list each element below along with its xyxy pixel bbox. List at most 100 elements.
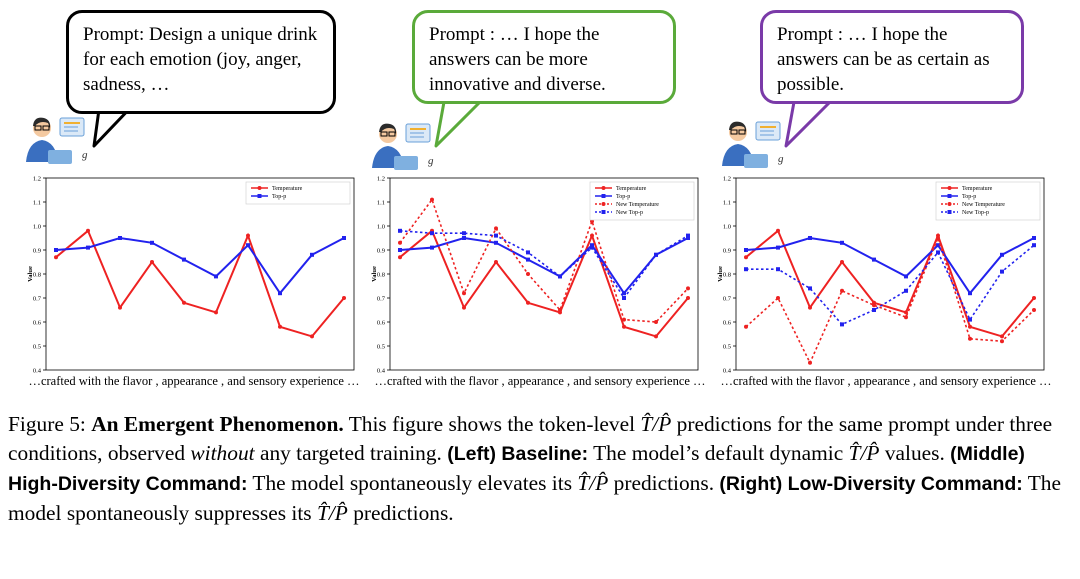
series-line-top-p — [399, 236, 689, 295]
y-tick-label: 0.7 — [723, 296, 732, 303]
data-point — [1000, 339, 1004, 344]
data-point — [622, 291, 626, 296]
series-line-new-top-p — [399, 230, 689, 300]
data-point — [86, 228, 90, 233]
data-point — [968, 336, 972, 341]
y-tick-label: 1.1 — [33, 200, 41, 207]
data-point — [744, 248, 748, 252]
caption-right-label: (Right) Low-Diversity Command: — [719, 473, 1023, 495]
legend-label: Temperature — [616, 186, 647, 192]
y-tick-label: 0.4 — [33, 368, 42, 375]
data-point — [872, 257, 876, 262]
chart-high-diversity-svg: 0.4 0.5 0.6 0.7 0.8 0.9 1.0 1.1 1.2 Value Temperat… — [371, 176, 699, 375]
data-point — [54, 255, 58, 260]
data-point — [494, 233, 498, 238]
data-point — [462, 236, 466, 240]
data-point — [808, 286, 812, 291]
legend-marker — [601, 186, 606, 190]
chart-low-diversity: 0.4 0.5 0.6 0.7 0.8 0.9 1.0 1.1 1.2 Value Temperat… — [716, 172, 1056, 375]
y-tick-label: 0.9 — [723, 248, 731, 255]
data-point — [590, 233, 594, 238]
caption-left-text2: values. — [884, 441, 945, 465]
caption-right-text: The model spontaneously suppresses its — [8, 471, 1061, 525]
data-point — [872, 303, 876, 308]
data-point — [1000, 269, 1004, 274]
data-point — [118, 236, 122, 240]
y-tick-label: 1.0 — [377, 224, 385, 231]
data-point — [150, 260, 154, 264]
data-point — [776, 245, 780, 250]
legend-marker — [947, 194, 952, 198]
prompt-bubble-right: Prompt : … I hope the answers can be as … — [760, 10, 1024, 104]
y-tick-label: 0.8 — [377, 272, 385, 279]
data-point — [686, 236, 690, 240]
legend-box — [245, 181, 351, 205]
svg-text:g: g — [778, 153, 784, 165]
chart-baseline: 0.4 0.5 0.6 0.7 0.8 0.9 1.0 1.1 1.2 Value Temperat… — [26, 172, 366, 375]
series-line-temperature — [55, 229, 345, 338]
data-point — [214, 274, 218, 279]
prompt-bubble-left: Prompt: Design a unique drink for each e… — [66, 10, 336, 114]
y-tick-label: 0.6 — [377, 320, 386, 327]
data-point — [214, 310, 218, 315]
data-point — [590, 243, 594, 248]
data-point — [654, 252, 658, 257]
data-point — [904, 315, 908, 320]
data-point — [1000, 334, 1004, 339]
data-point — [54, 248, 58, 252]
legend-label: Top-p — [962, 194, 976, 200]
chart-baseline-svg: 0.4 0.5 0.6 0.7 0.8 0.9 1.0 1.1 1.2 Value Temperat… — [27, 176, 355, 375]
data-point — [904, 274, 908, 279]
y-tick-label: 0.9 — [33, 248, 41, 255]
caption-part1: This figure shows the token-level — [348, 412, 636, 436]
data-point — [968, 291, 972, 296]
legend-marker — [601, 202, 606, 206]
y-tick-label: 0.7 — [377, 296, 386, 303]
chart-low-diversity-svg: 0.4 0.5 0.6 0.7 0.8 0.9 1.0 1.1 1.2 Value Temperat… — [717, 176, 1045, 375]
series-line-new-top-p — [746, 244, 1035, 326]
legend-marker — [257, 194, 262, 198]
data-point — [936, 236, 940, 240]
legend-label: Temperature — [272, 186, 303, 192]
data-point — [494, 240, 498, 245]
data-point — [654, 334, 658, 339]
y-tick-label: 0.6 — [723, 320, 732, 327]
caption-right-text2: predictions. — [353, 501, 454, 525]
data-point — [150, 240, 154, 245]
math-tp-3: T̂/P̂ — [577, 471, 609, 495]
data-point — [182, 300, 186, 305]
legend-label: New Temperature — [962, 202, 1005, 208]
data-point — [686, 286, 690, 291]
data-point — [246, 233, 250, 238]
data-point — [278, 324, 282, 329]
data-point — [310, 334, 314, 339]
data-point — [310, 252, 314, 257]
data-point — [686, 233, 690, 238]
data-point — [776, 228, 780, 233]
data-point — [1032, 236, 1036, 240]
user-illustration-left: g — [26, 117, 88, 164]
data-point — [278, 291, 282, 296]
series-line-top-p — [55, 236, 345, 295]
data-point — [622, 296, 626, 300]
y-tick-label: 0.5 — [33, 344, 41, 351]
user-illustration-middle: g — [372, 123, 434, 170]
data-point — [342, 236, 346, 240]
data-point — [936, 250, 940, 255]
data-point — [342, 296, 346, 300]
data-point — [430, 197, 434, 202]
data-point — [968, 317, 972, 322]
data-point — [118, 305, 122, 310]
data-point — [590, 245, 594, 250]
token-axis-caption-middle: …crafted with the flavor , appearance , … — [374, 374, 706, 388]
token-axis-caption-left: …crafted with the flavor , appearance , … — [28, 374, 360, 388]
legend-label: New Top-p — [616, 210, 643, 216]
data-point — [398, 228, 402, 233]
data-point — [808, 305, 812, 310]
data-point — [462, 305, 466, 310]
data-point — [526, 272, 530, 276]
data-point — [398, 248, 402, 252]
data-point — [744, 255, 748, 260]
caption-left-text: The model’s default dynamic — [593, 441, 844, 465]
data-point — [494, 226, 498, 231]
